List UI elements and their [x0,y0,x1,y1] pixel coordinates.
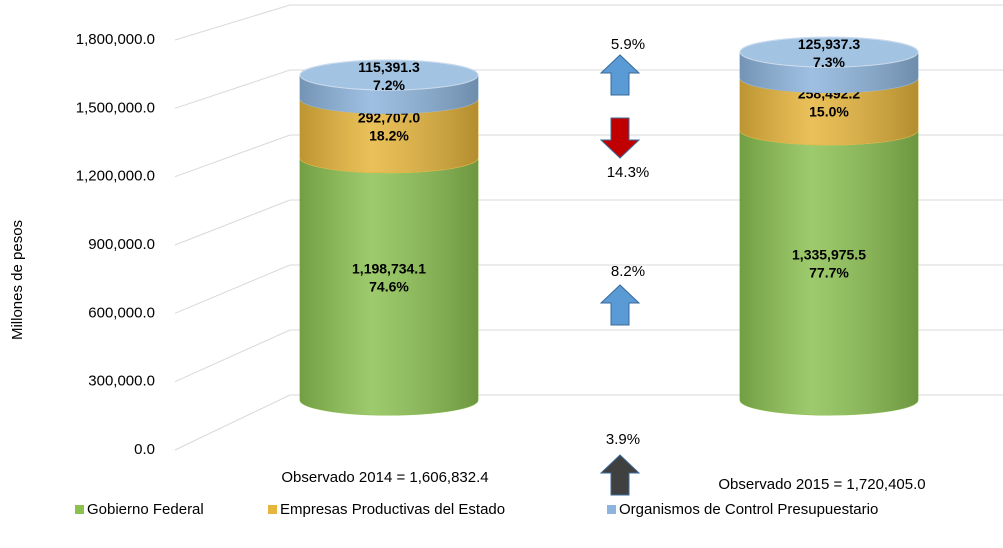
x-tick-label: Observado 2015 = 1,720,405.0 [718,476,925,493]
value-label: 115,391.3 [358,59,420,75]
grid-line [174,4,1003,41]
legend-label: Gobierno Federal [87,501,204,518]
y-tick-label: 900,000.0 [88,236,155,253]
x-tick-label: Observado 2014 = 1,606,832.4 [281,469,488,486]
value-label: 125,937.3 [798,36,860,52]
legend-swatch [268,505,277,514]
share-label: 77.7% [809,265,849,281]
y-tick-label: 0.0 [134,441,155,458]
growth-arrow [599,117,641,159]
legend-swatch [607,505,616,514]
legend-swatch [75,505,84,514]
segment-shade [740,114,918,416]
segment-shade [300,142,478,415]
y-tick-label: 1,200,000.0 [76,168,155,185]
y-tick-label: 300,000.0 [88,373,155,390]
growth-arrow [599,454,641,496]
share-label: 7.2% [373,77,405,93]
growth-arrow [599,54,641,96]
growth-label: 8.2% [611,263,645,280]
value-label: 1,335,975.5 [792,247,866,263]
share-label: 7.3% [813,54,845,70]
share-label: 74.6% [369,278,409,294]
growth-label: 5.9% [611,36,645,53]
y-axis-label: Millones de pesos [9,220,26,340]
legend-label: Empresas Productivas del Estado [280,501,505,518]
value-label: 292,707.0 [358,110,420,126]
segment-top [739,36,919,68]
share-label: 15.0% [809,103,849,119]
segment-top [299,59,479,91]
share-label: 18.2% [369,128,409,144]
segment-top-highlight [300,60,478,91]
y-tick-label: 1,500,000.0 [76,99,155,116]
growth-arrow [599,284,641,326]
y-tick-label: 600,000.0 [88,304,155,321]
growth-label: 3.9% [606,431,640,448]
value-label: 1,198,734.1 [352,260,426,276]
legend-label: Organismos de Control Presupuestario [619,501,878,518]
y-tick-label: 1,800,000.0 [76,31,155,48]
segment-top-highlight [740,37,918,68]
growth-label: 14.3% [607,164,650,181]
